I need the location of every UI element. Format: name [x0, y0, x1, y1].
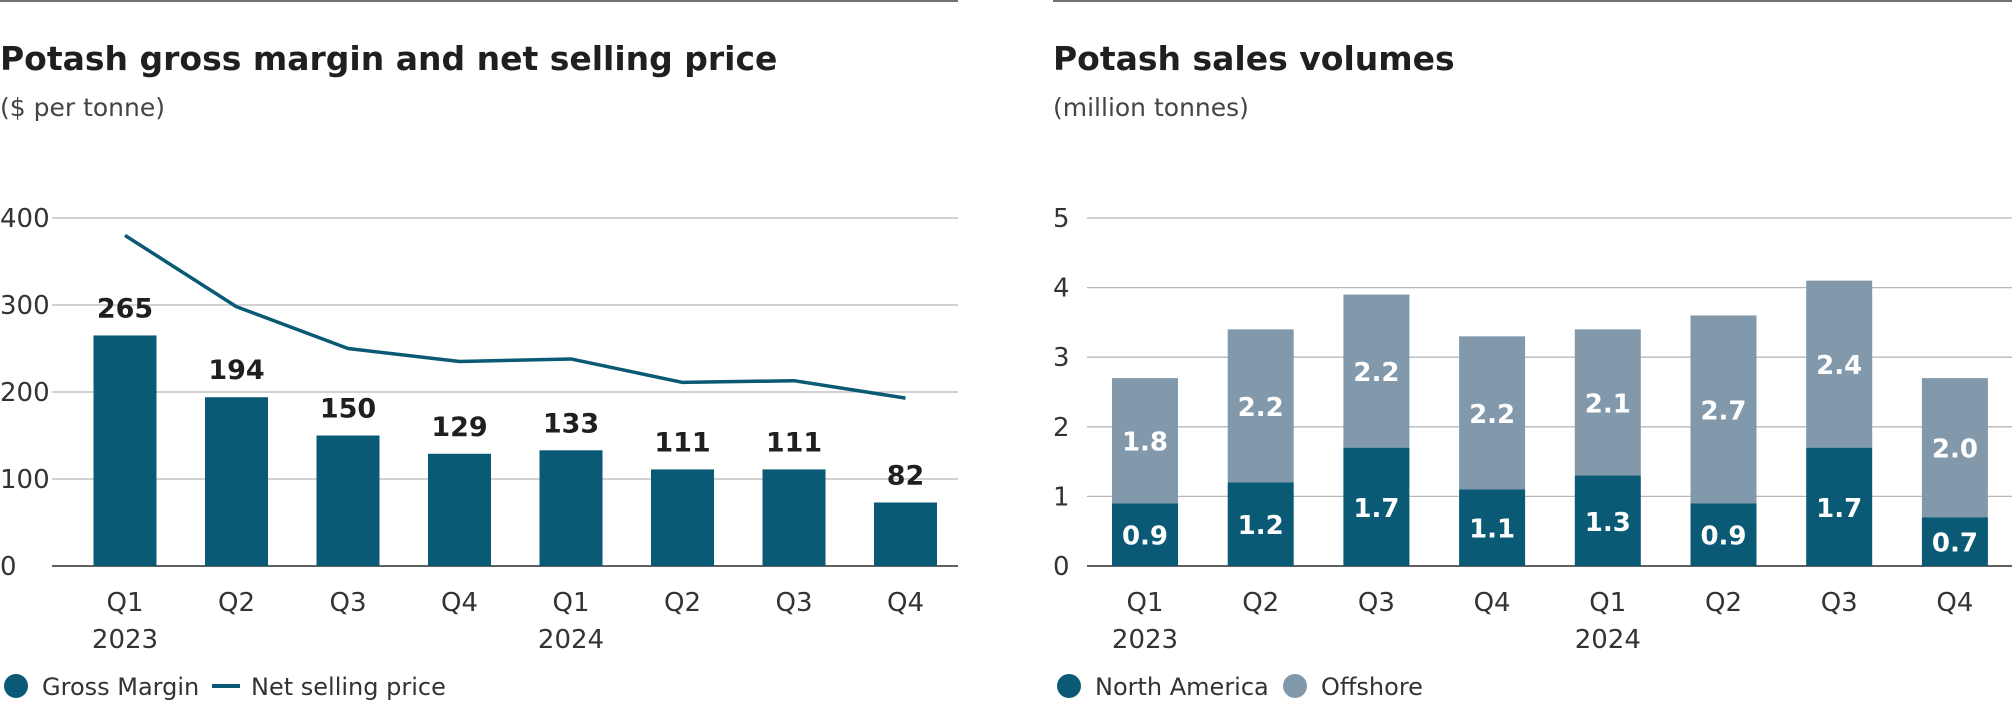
north-america-bar [1690, 503, 1757, 566]
left-chart-subtitle: ($ per tonne) [0, 93, 165, 122]
right-y-tick-label: 3 [1053, 343, 1070, 373]
left-x-tick-label: Q3 [775, 588, 812, 618]
gross-margin-bar [205, 397, 268, 566]
left-x-tick-label: Q2 [664, 588, 701, 618]
left-x-year-label: 2024 [538, 625, 604, 655]
legend-net-price-label: Net selling price [251, 673, 446, 701]
legend-gross-margin-marker [4, 674, 28, 698]
right-chart-plot: 0 1 2 3 4 5 0.9 1.8 Q1 2023 1.2 2.2 Q2 1.7 2.2 Q3 1.1 2.2… [1053, 204, 2012, 655]
north-america-bar [1921, 517, 1988, 566]
right-x-tick-label: Q1 [1126, 588, 1163, 618]
offshore-bar [1343, 294, 1410, 448]
legend-north-america-marker [1057, 674, 1081, 698]
left-x-tick-label: Q4 [441, 588, 478, 618]
left-x-tick-label: Q3 [329, 588, 366, 618]
right-x-tick-label: Q2 [1705, 588, 1742, 618]
gross-margin-data-label: 265 [97, 293, 153, 324]
gross-margin-bar [539, 450, 603, 566]
legend-gross-margin-label: Gross Margin [42, 673, 199, 701]
offshore-bar [1806, 280, 1873, 448]
right-x-tick-label: Q3 [1358, 588, 1395, 618]
gross-margin-data-label: 111 [654, 427, 710, 458]
right-x-year-label: 2024 [1575, 625, 1641, 655]
offshore-data-label: 2.0 [1932, 435, 1978, 465]
right-x-tick-label: Q4 [1936, 588, 1973, 618]
north-america-bar [1574, 475, 1641, 566]
north-america-data-label: 1.3 [1585, 508, 1631, 538]
right-x-tick-label: Q2 [1242, 588, 1279, 618]
north-america-bar [1806, 447, 1873, 566]
offshore-data-label: 1.8 [1122, 428, 1168, 458]
north-america-data-label: 1.1 [1469, 515, 1515, 545]
right-y-tick-label: 0 [1053, 552, 1070, 582]
left-y-tick-label: 0 [0, 552, 17, 582]
gross-margin-data-label: 129 [431, 412, 487, 443]
offshore-bar [1112, 378, 1178, 504]
offshore-data-label: 2.4 [1816, 351, 1862, 381]
left-y-tick-label: 400 [0, 204, 50, 234]
north-america-data-label: 1.2 [1238, 511, 1284, 541]
right-y-tick-label: 1 [1053, 482, 1070, 512]
right-y-tick-label: 2 [1053, 413, 1070, 443]
gross-margin-bar [762, 469, 826, 566]
left-chart-title: Potash gross margin and net selling pric… [0, 39, 777, 78]
offshore-bar [1690, 315, 1757, 504]
offshore-bar [1227, 329, 1294, 483]
right-y-tick-label: 5 [1053, 204, 1070, 234]
gross-margin-data-label: 82 [887, 460, 925, 491]
offshore-bar [1574, 329, 1641, 476]
offshore-data-label: 2.2 [1353, 358, 1399, 388]
gross-margin-bar [316, 435, 380, 566]
right-chart-subtitle: (million tonnes) [1053, 93, 1249, 122]
right-x-tick-label: Q1 [1589, 588, 1626, 618]
offshore-bar [1459, 336, 1526, 490]
right-x-tick-label: Q3 [1821, 588, 1858, 618]
left-y-tick-label: 100 [0, 465, 50, 495]
left-x-tick-label: Q4 [887, 588, 924, 618]
north-america-data-label: 0.9 [1122, 522, 1168, 552]
offshore-data-label: 2.2 [1238, 393, 1284, 423]
legend-offshore-label: Offshore [1321, 673, 1423, 701]
left-x-year-label: 2023 [92, 625, 158, 655]
right-y-tick-label: 4 [1053, 274, 1070, 304]
gross-margin-data-label: 150 [320, 394, 376, 425]
left-x-tick-label: Q2 [218, 588, 255, 618]
gross-margin-bar [874, 502, 937, 566]
left-chart-plot: 0 100 200 300 400 265 Q1 2023 194 Q2 150 Q3 129 Q4 133… [0, 204, 958, 655]
legend-north-america-label: North America [1095, 673, 1269, 701]
gross-margin-bar [428, 453, 491, 566]
gross-margin-bar [93, 335, 157, 566]
legend-offshore-marker [1283, 674, 1307, 698]
north-america-data-label: 1.7 [1353, 494, 1399, 524]
gross-margin-data-label: 133 [543, 408, 599, 439]
right-legend: North America Offshore [1057, 673, 1423, 701]
north-america-data-label: 0.9 [1700, 522, 1746, 552]
north-america-bar [1227, 482, 1294, 566]
left-y-tick-label: 200 [0, 378, 50, 408]
left-y-tick-label: 300 [0, 291, 50, 321]
north-america-data-label: 0.7 [1932, 529, 1978, 559]
right-x-tick-label: Q4 [1474, 588, 1511, 618]
right-x-year-label: 2023 [1112, 625, 1178, 655]
left-legend: Gross Margin Net selling price [4, 673, 446, 701]
offshore-data-label: 2.7 [1700, 396, 1746, 426]
offshore-data-label: 2.1 [1585, 389, 1631, 419]
gross-margin-bar [651, 469, 714, 566]
north-america-data-label: 1.7 [1816, 494, 1862, 524]
gross-margin-data-label: 111 [766, 427, 822, 458]
north-america-bar [1343, 447, 1410, 566]
offshore-bar [1921, 378, 1988, 518]
offshore-data-label: 2.2 [1469, 400, 1515, 430]
left-x-tick-label: Q1 [106, 588, 143, 618]
gross-margin-data-label: 194 [208, 355, 264, 386]
north-america-bar [1112, 503, 1178, 566]
right-chart-title: Potash sales volumes [1053, 39, 1455, 78]
net-selling-price-line [124, 233, 906, 400]
north-america-bar [1459, 489, 1526, 566]
left-x-tick-label: Q1 [552, 588, 589, 618]
